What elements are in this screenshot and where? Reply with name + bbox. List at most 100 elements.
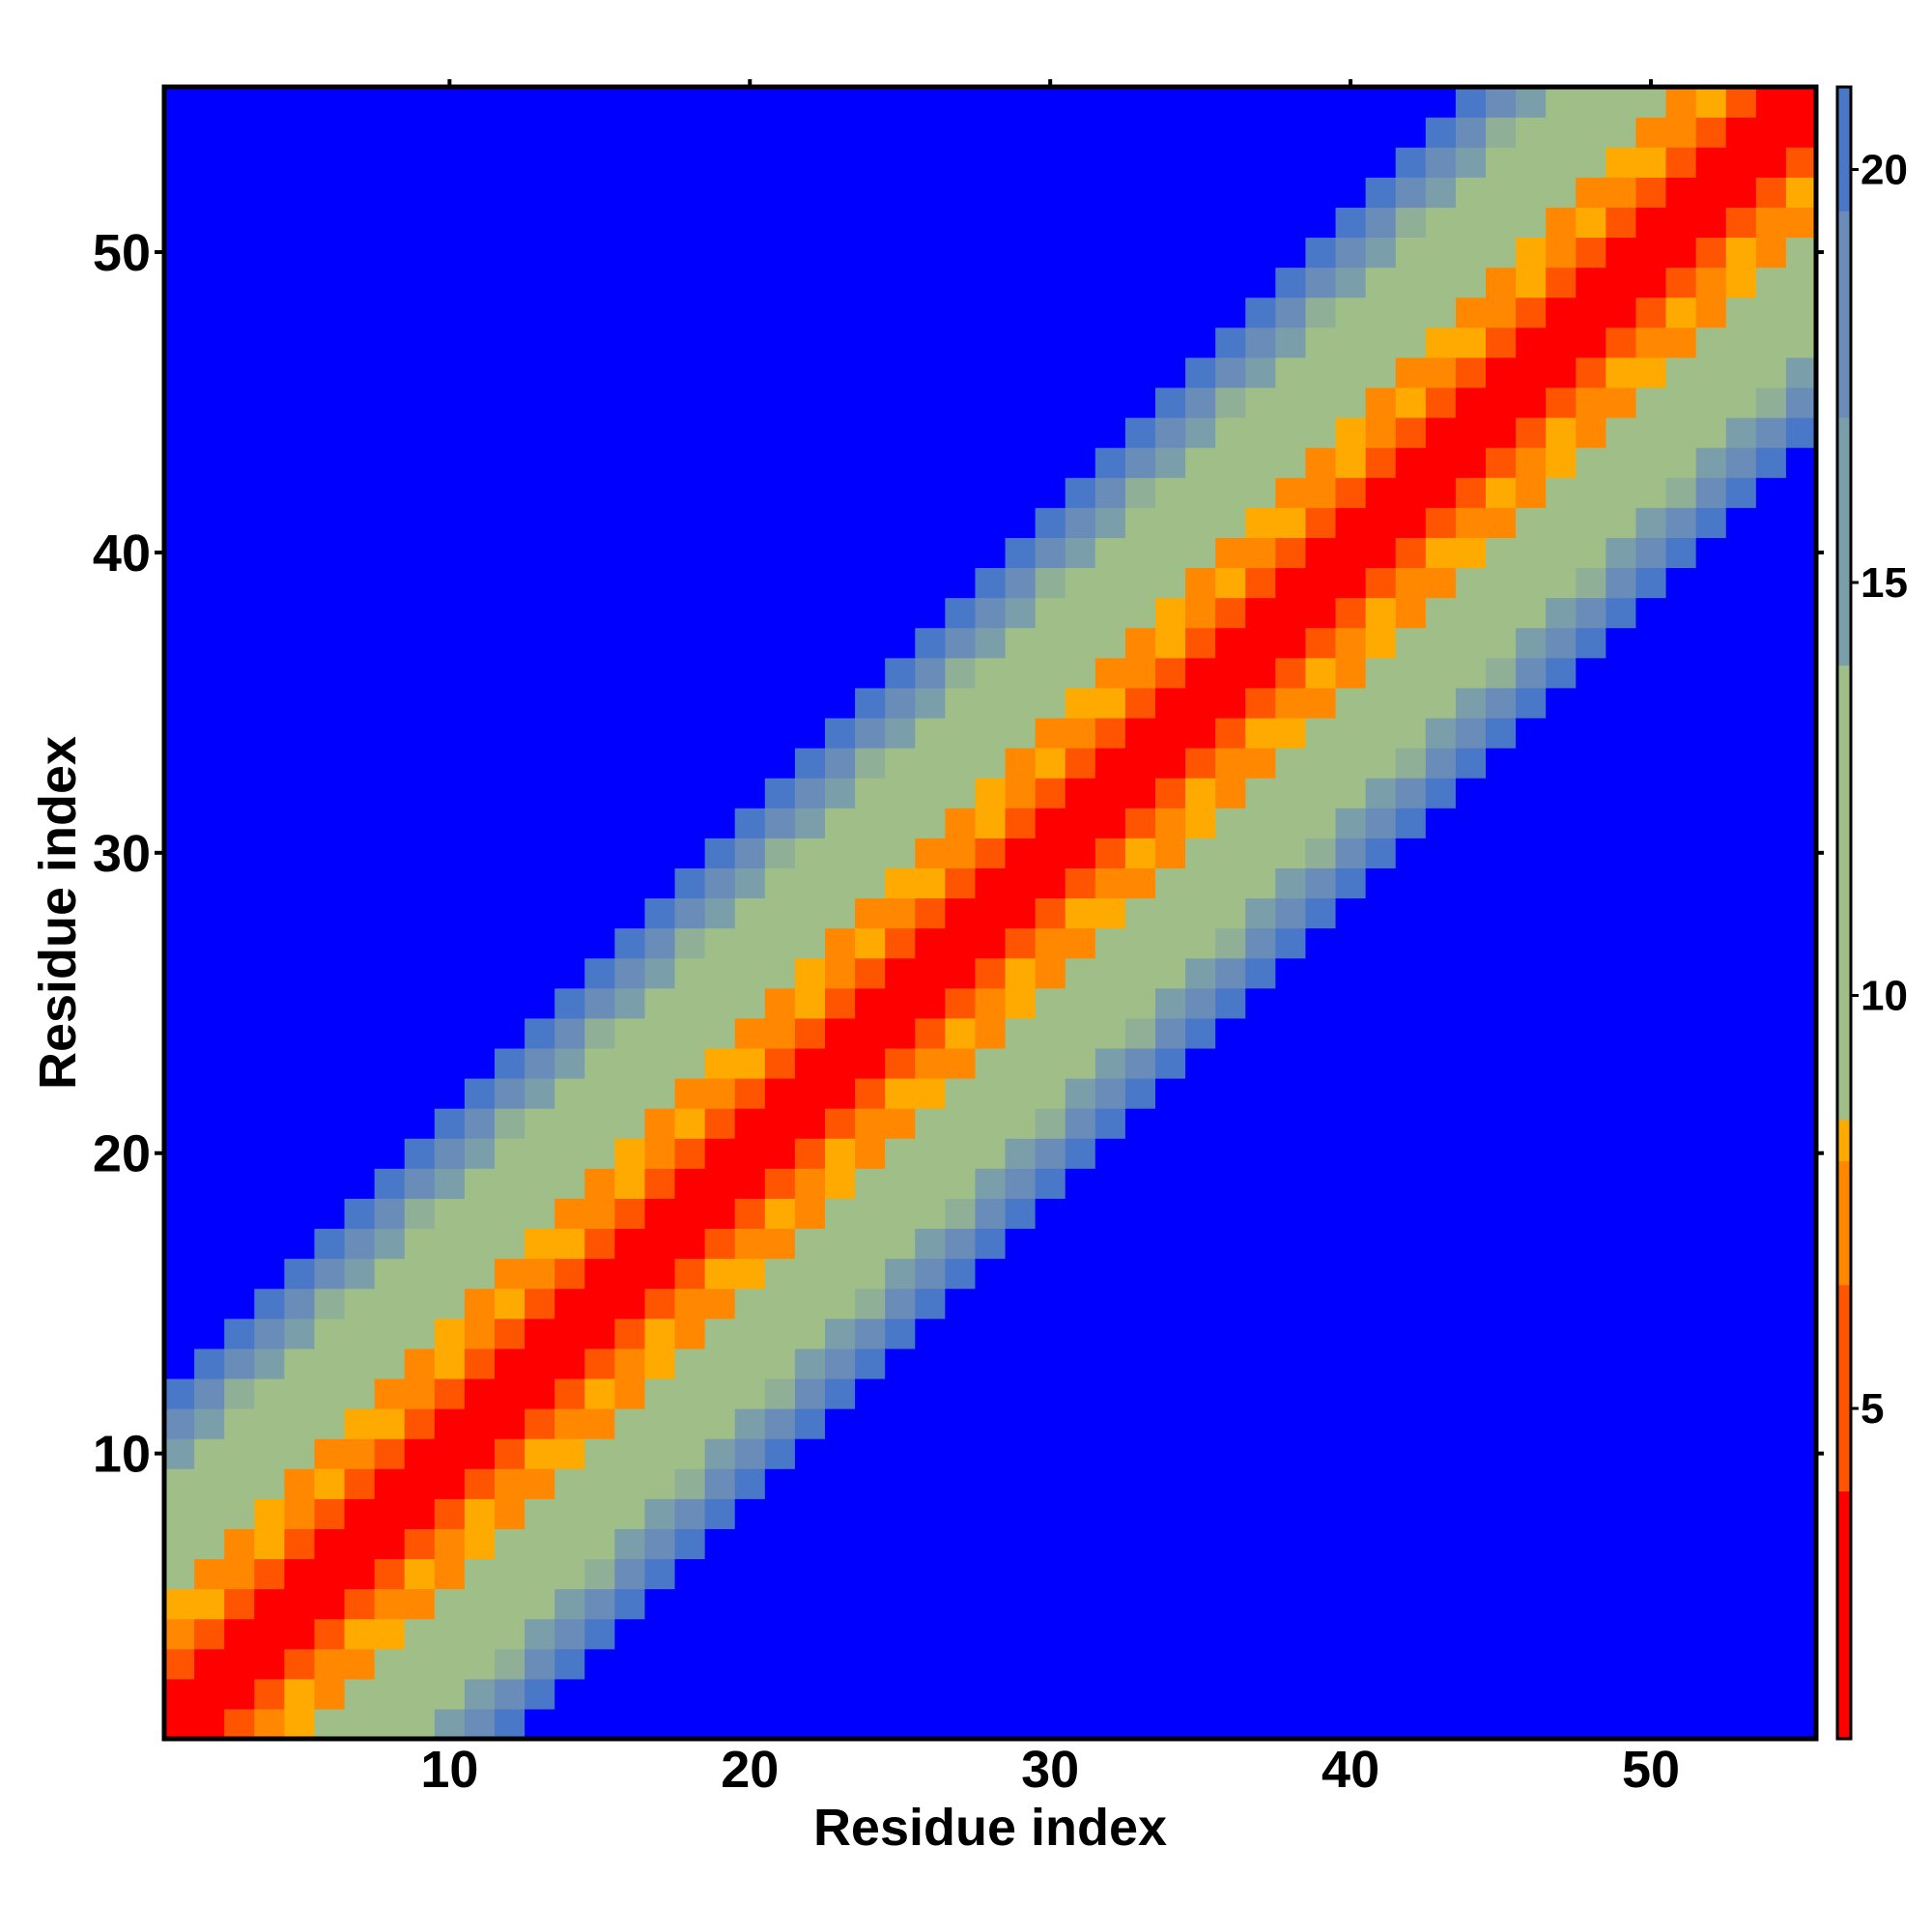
heatmap-cell bbox=[1635, 327, 1667, 358]
heatmap-cell bbox=[1245, 1408, 1276, 1439]
heatmap-cell bbox=[1455, 117, 1487, 148]
heatmap-cell bbox=[1516, 417, 1547, 448]
heatmap-cell bbox=[284, 927, 316, 959]
heatmap-cell bbox=[1094, 177, 1126, 208]
heatmap-cell bbox=[404, 838, 436, 868]
heatmap-cell bbox=[344, 386, 376, 418]
heatmap-cell bbox=[1305, 117, 1337, 148]
heatmap-cell bbox=[194, 808, 225, 838]
heatmap-cell bbox=[734, 1648, 766, 1680]
heatmap-cell bbox=[224, 597, 255, 629]
heatmap-cell bbox=[194, 927, 225, 959]
heatmap-cell bbox=[1725, 1258, 1757, 1290]
heatmap-cell bbox=[1035, 1108, 1066, 1139]
heatmap-cell bbox=[495, 177, 526, 208]
heatmap-cell bbox=[1065, 1108, 1096, 1139]
heatmap-cell bbox=[1425, 537, 1457, 569]
heatmap-cell bbox=[764, 1348, 796, 1379]
heatmap-cell bbox=[1215, 1528, 1246, 1560]
heatmap-cell bbox=[1785, 1108, 1817, 1139]
heatmap-cell bbox=[1215, 237, 1246, 269]
heatmap-cell bbox=[374, 1648, 406, 1680]
heatmap-cell bbox=[1425, 778, 1457, 809]
heatmap-cell bbox=[915, 1408, 946, 1439]
heatmap-cell bbox=[855, 327, 886, 358]
heatmap-cell bbox=[314, 1108, 346, 1139]
heatmap-cell bbox=[1755, 87, 1787, 118]
heatmap-cell bbox=[404, 237, 436, 269]
heatmap-cell bbox=[1455, 1348, 1487, 1379]
heatmap-cell bbox=[284, 147, 316, 178]
heatmap-cell bbox=[464, 897, 496, 929]
heatmap-cell bbox=[344, 1408, 376, 1439]
heatmap-cell bbox=[525, 1498, 555, 1529]
heatmap-cell bbox=[644, 1378, 676, 1409]
heatmap-cell bbox=[1395, 687, 1427, 719]
heatmap-cell bbox=[1275, 537, 1307, 569]
heatmap-cell bbox=[1455, 1017, 1487, 1049]
heatmap-cell bbox=[554, 447, 585, 478]
heatmap-cell bbox=[915, 687, 946, 719]
heatmap-cell bbox=[1245, 1618, 1276, 1650]
heatmap-cell bbox=[644, 417, 676, 448]
heatmap-cell bbox=[374, 1288, 406, 1320]
heatmap-cell bbox=[1215, 1378, 1246, 1409]
heatmap-cell bbox=[1155, 386, 1186, 418]
heatmap-cell bbox=[495, 867, 526, 899]
heatmap-cell bbox=[1725, 507, 1757, 538]
heatmap-cell bbox=[1155, 1558, 1186, 1590]
heatmap-cell bbox=[1185, 1528, 1216, 1560]
heatmap-cell bbox=[1065, 1288, 1096, 1320]
heatmap-cell bbox=[1185, 1708, 1216, 1740]
heatmap-cell bbox=[1185, 117, 1216, 148]
heatmap-cell bbox=[284, 297, 316, 328]
heatmap-cell bbox=[1455, 1498, 1487, 1529]
heatmap-cell bbox=[915, 207, 946, 239]
heatmap-cell bbox=[1546, 1648, 1577, 1680]
heatmap-cell bbox=[614, 237, 646, 269]
heatmap-cell bbox=[164, 1648, 195, 1680]
heatmap-cell bbox=[794, 297, 826, 328]
heatmap-cell bbox=[254, 1558, 285, 1590]
heatmap-cell bbox=[1425, 207, 1457, 239]
heatmap-cell bbox=[975, 867, 1007, 899]
heatmap-cell bbox=[344, 927, 376, 959]
heatmap-cell bbox=[404, 597, 436, 629]
heatmap-cell bbox=[975, 417, 1007, 448]
heatmap-cell bbox=[495, 927, 526, 959]
heatmap-cell bbox=[344, 867, 376, 899]
heatmap-cell bbox=[224, 1618, 255, 1650]
heatmap-cell bbox=[1425, 117, 1457, 148]
heatmap-cell bbox=[945, 327, 977, 358]
heatmap-cell bbox=[314, 1708, 346, 1740]
heatmap-cell bbox=[1245, 477, 1276, 508]
heatmap-cell bbox=[1185, 147, 1216, 178]
heatmap-cell bbox=[164, 1558, 195, 1590]
heatmap-cell bbox=[1695, 1558, 1727, 1590]
heatmap-cell bbox=[915, 748, 946, 779]
heatmap-cell bbox=[1335, 1017, 1367, 1049]
heatmap-cell bbox=[1725, 1408, 1757, 1439]
heatmap-cell bbox=[254, 1438, 285, 1469]
heatmap-cell bbox=[1035, 597, 1066, 629]
heatmap-cell bbox=[1335, 987, 1367, 1019]
heatmap-cell bbox=[464, 1108, 496, 1139]
heatmap-cell bbox=[1035, 1017, 1066, 1049]
heatmap-cell bbox=[855, 627, 886, 659]
heatmap-cell bbox=[1635, 87, 1667, 118]
heatmap-cell bbox=[404, 987, 436, 1019]
heatmap-cell bbox=[554, 297, 585, 328]
heatmap-cell bbox=[525, 1348, 555, 1379]
heatmap-cell bbox=[404, 356, 436, 388]
heatmap-cell bbox=[1695, 237, 1727, 269]
heatmap-cell bbox=[1124, 987, 1156, 1019]
heatmap-cell bbox=[284, 1017, 316, 1049]
heatmap-cell bbox=[975, 117, 1007, 148]
heatmap-cell bbox=[764, 1047, 796, 1079]
heatmap-cell bbox=[1245, 1378, 1276, 1409]
heatmap-cell bbox=[885, 1138, 916, 1169]
heatmap-cell bbox=[1635, 867, 1667, 899]
heatmap-cell bbox=[1275, 1108, 1307, 1139]
heatmap-cell bbox=[1365, 297, 1397, 328]
heatmap-cell bbox=[764, 808, 796, 838]
